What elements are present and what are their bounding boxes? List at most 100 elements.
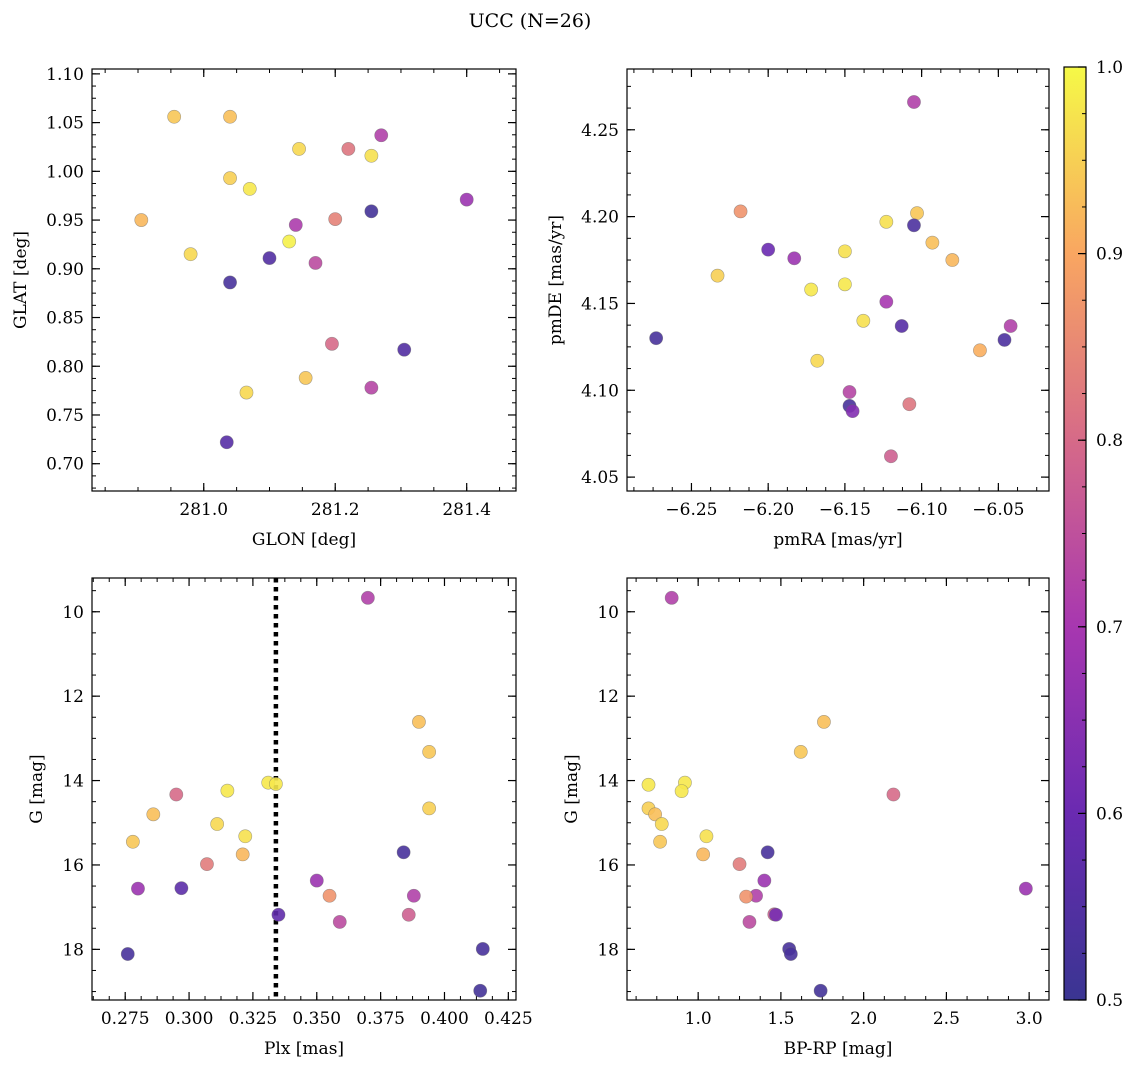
- data-point: [146, 807, 161, 822]
- x-tick-label: −6.25: [665, 500, 717, 520]
- x-tick-label: 0.300: [165, 1009, 214, 1029]
- panel-plx: 0.275 0.300 0.325 0.350 0.375 0.400 0.425 10 12 1…: [27, 577, 533, 1059]
- data-point: [309, 873, 324, 888]
- y-tick-label: 1.05: [46, 114, 84, 134]
- data-point: [838, 244, 852, 259]
- axes-frame: [91, 577, 517, 1001]
- x-tick-label: 1.5: [767, 1009, 794, 1029]
- data-point: [412, 715, 426, 729]
- data-point: [732, 857, 747, 872]
- data-point: [641, 777, 656, 792]
- colorbar-tick-label: 0.5: [1096, 991, 1123, 1011]
- x-axis-label: BP-RP [mag]: [784, 1039, 893, 1059]
- y-tick-label: 0.80: [46, 357, 84, 377]
- y-tick-label: 10: [62, 603, 84, 623]
- data-point: [810, 353, 825, 368]
- x-tick-label: 0.325: [229, 1009, 278, 1029]
- data-point: [364, 380, 379, 395]
- x-tick-label: 2.5: [933, 1009, 960, 1029]
- data-point: [332, 915, 347, 929]
- data-point: [459, 192, 474, 207]
- axes-frame: [626, 68, 1050, 492]
- axes-frame: [91, 68, 517, 492]
- data-point: [422, 744, 437, 759]
- data-point: [842, 385, 857, 399]
- data-point: [879, 294, 894, 309]
- data-point: [269, 777, 283, 791]
- data-point: [125, 834, 140, 849]
- data-point: [654, 817, 669, 831]
- data-point: [298, 371, 313, 385]
- data-point: [308, 256, 323, 270]
- data-point: [973, 343, 987, 358]
- y-tick-label: 0.95: [46, 211, 84, 231]
- data-point: [322, 888, 337, 903]
- data-point: [169, 787, 184, 802]
- data-point: [739, 889, 754, 904]
- data-point: [475, 942, 490, 956]
- data-point: [325, 336, 339, 351]
- data-point: [793, 744, 808, 759]
- data-point: [200, 857, 214, 872]
- data-point: [282, 234, 297, 249]
- x-tick-label: 281.2: [311, 500, 360, 520]
- y-tick-label: 16: [597, 856, 619, 876]
- data-point: [223, 109, 237, 124]
- data-point: [845, 404, 860, 419]
- data-point: [997, 333, 1012, 347]
- data-point: [787, 251, 802, 266]
- y-tick-label: 1.10: [46, 65, 84, 85]
- data-point: [761, 242, 776, 257]
- data-point: [262, 251, 277, 265]
- y-tick-label: 4.10: [581, 381, 619, 401]
- data-point: [742, 915, 757, 929]
- y-axis-label: G [mag]: [562, 754, 582, 823]
- data-point: [360, 590, 375, 605]
- data-point: [223, 171, 237, 186]
- y-axis-label: G [mag]: [27, 754, 47, 823]
- colorbar: 0.5 0.6 0.7 0.8 0.9 1.0: [1063, 58, 1123, 1011]
- data-point: [710, 268, 725, 283]
- data-point: [271, 907, 286, 922]
- y-tick-label: 0.85: [46, 309, 84, 329]
- y-tick-label: 12: [62, 687, 84, 707]
- y-tick-label: 18: [62, 940, 84, 960]
- data-point: [769, 907, 783, 922]
- data-point: [341, 142, 356, 156]
- x-tick-label: 0.400: [420, 1009, 469, 1029]
- data-point: [223, 275, 237, 290]
- data-point: [134, 213, 149, 227]
- data-point: [120, 947, 135, 961]
- data-point: [664, 590, 679, 605]
- data-point: [653, 834, 667, 849]
- colorbar-tick-label: 0.7: [1096, 618, 1123, 638]
- data-point: [699, 829, 714, 844]
- x-axis-label: GLON [deg]: [252, 530, 356, 550]
- data-point: [884, 449, 898, 464]
- data-point: [649, 331, 664, 346]
- data-point: [238, 829, 253, 844]
- data-point: [473, 983, 488, 998]
- x-tick-label: 1.0: [685, 1009, 712, 1029]
- data-point: [856, 313, 871, 328]
- data-point: [674, 784, 689, 799]
- figure-title: UCC (N=26): [469, 10, 592, 32]
- x-tick-label: 281.0: [179, 500, 228, 520]
- y-tick-label: 0.90: [46, 260, 84, 280]
- data-point: [239, 385, 254, 400]
- data-point: [886, 787, 901, 802]
- data-point: [328, 212, 343, 226]
- data-point: [925, 235, 940, 250]
- data-point: [183, 247, 198, 262]
- x-axis-label: Plx [mas]: [264, 1039, 344, 1059]
- data-point: [174, 881, 189, 896]
- y-tick-label: 0.70: [46, 455, 84, 475]
- colorbar-tick-label: 0.6: [1096, 804, 1123, 824]
- x-tick-label: −6.15: [819, 500, 871, 520]
- data-point: [804, 282, 819, 297]
- data-point: [648, 807, 663, 822]
- x-tick-label: 0.275: [101, 1009, 150, 1029]
- data-point: [288, 218, 303, 232]
- x-tick-label: −6.05: [972, 500, 1024, 520]
